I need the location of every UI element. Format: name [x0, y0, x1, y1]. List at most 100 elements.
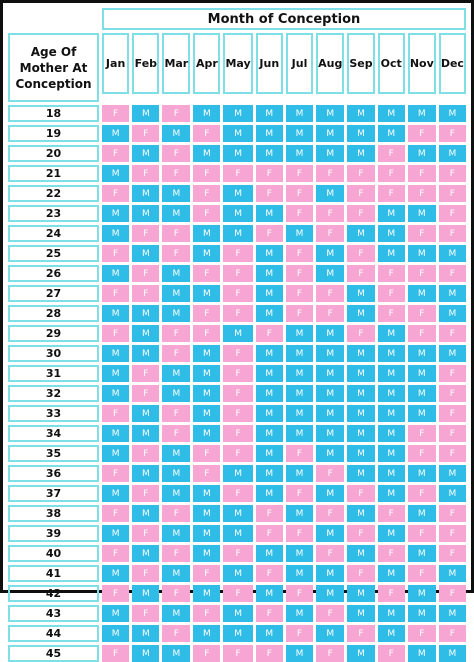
- male-cell: M: [285, 605, 314, 622]
- age-label-27: 27: [8, 285, 99, 302]
- female-cell: F: [347, 525, 375, 542]
- male-cell: M: [132, 425, 160, 442]
- male-cell: M: [102, 305, 130, 322]
- female-cell: F: [347, 265, 375, 282]
- month-header-apr: Apr: [193, 33, 221, 94]
- female-cell: F: [132, 225, 160, 242]
- male-cell: M: [285, 125, 314, 142]
- male-cell: M: [438, 305, 466, 322]
- female-cell: F: [102, 465, 130, 482]
- female-cell: F: [438, 125, 466, 142]
- female-cell: F: [223, 265, 253, 282]
- age-label-36: 36: [8, 465, 99, 482]
- male-cell: M: [162, 185, 191, 202]
- female-cell: F: [132, 265, 160, 282]
- male-cell: M: [102, 345, 130, 362]
- female-cell: F: [193, 325, 221, 342]
- male-cell: M: [102, 365, 130, 382]
- female-cell: F: [285, 585, 314, 602]
- female-cell: F: [193, 305, 221, 322]
- male-cell: M: [377, 385, 405, 402]
- male-cell: M: [255, 465, 283, 482]
- male-cell: M: [193, 385, 221, 402]
- month-header-nov: Nov: [407, 33, 436, 94]
- female-cell: F: [255, 325, 283, 342]
- female-cell: F: [162, 165, 191, 182]
- female-cell: F: [377, 285, 405, 302]
- male-cell: M: [407, 285, 436, 302]
- male-cell: M: [316, 525, 345, 542]
- age-label-32: 32: [8, 385, 99, 402]
- male-cell: M: [102, 165, 130, 182]
- male-cell: M: [377, 565, 405, 582]
- female-cell: F: [285, 185, 314, 202]
- female-cell: F: [102, 285, 130, 302]
- female-cell: F: [407, 525, 436, 542]
- female-cell: F: [102, 325, 130, 342]
- month-header-sep: Sep: [347, 33, 375, 94]
- male-cell: M: [193, 545, 221, 562]
- female-cell: F: [223, 485, 253, 502]
- female-cell: F: [285, 445, 314, 462]
- female-cell: F: [223, 245, 253, 262]
- male-cell: M: [193, 225, 221, 242]
- male-cell: M: [102, 265, 130, 282]
- male-cell: M: [438, 605, 466, 622]
- male-cell: M: [102, 485, 130, 502]
- male-cell: M: [255, 425, 283, 442]
- female-cell: F: [255, 565, 283, 582]
- month-header-dec: Dec: [438, 33, 466, 94]
- female-cell: F: [407, 485, 436, 502]
- female-cell: F: [407, 265, 436, 282]
- female-cell: F: [193, 205, 221, 222]
- female-cell: F: [223, 405, 253, 422]
- male-cell: M: [132, 305, 160, 322]
- header-spacer: [378, 97, 405, 102]
- female-cell: F: [162, 225, 191, 242]
- age-label-20: 20: [8, 145, 99, 162]
- age-label-18: 18: [8, 105, 99, 122]
- male-cell: M: [255, 125, 283, 142]
- male-cell: M: [255, 545, 283, 562]
- male-cell: M: [193, 485, 221, 502]
- male-cell: M: [223, 105, 253, 122]
- male-cell: M: [223, 225, 253, 242]
- female-cell: F: [316, 505, 345, 522]
- male-cell: M: [162, 565, 191, 582]
- male-cell: M: [193, 105, 221, 122]
- male-cell: M: [377, 325, 405, 342]
- male-cell: M: [132, 505, 160, 522]
- female-cell: F: [132, 565, 160, 582]
- age-of-mother-header: Age Of Mother At Conception: [8, 33, 99, 102]
- male-cell: M: [347, 125, 375, 142]
- male-cell: M: [255, 365, 283, 382]
- male-cell: M: [193, 345, 221, 362]
- male-cell: M: [347, 365, 375, 382]
- female-cell: F: [132, 285, 160, 302]
- female-cell: F: [162, 585, 191, 602]
- header-spacer: [439, 97, 466, 102]
- male-cell: M: [102, 565, 130, 582]
- male-cell: M: [223, 125, 253, 142]
- male-cell: M: [316, 405, 345, 422]
- male-cell: M: [162, 645, 191, 662]
- male-cell: M: [162, 485, 191, 502]
- male-cell: M: [255, 625, 283, 642]
- male-cell: M: [377, 485, 405, 502]
- female-cell: F: [285, 165, 314, 182]
- female-cell: F: [223, 585, 253, 602]
- male-cell: M: [255, 405, 283, 422]
- male-cell: M: [316, 125, 345, 142]
- female-cell: F: [438, 445, 466, 462]
- female-cell: F: [438, 205, 466, 222]
- male-cell: M: [285, 365, 314, 382]
- male-cell: M: [285, 425, 314, 442]
- male-cell: M: [377, 445, 405, 462]
- male-cell: M: [285, 145, 314, 162]
- age-label-40: 40: [8, 545, 99, 562]
- female-cell: F: [438, 365, 466, 382]
- female-cell: F: [285, 245, 314, 262]
- male-cell: M: [255, 385, 283, 402]
- age-label-29: 29: [8, 325, 99, 342]
